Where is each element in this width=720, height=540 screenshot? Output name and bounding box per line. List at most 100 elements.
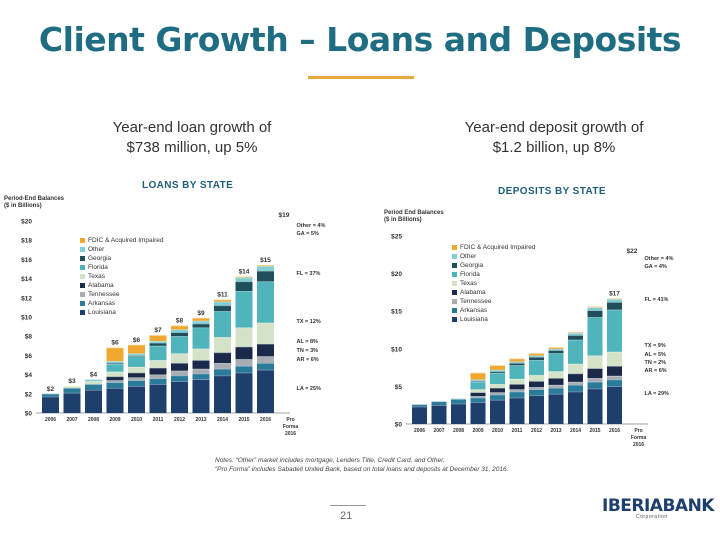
loans-bar-segment-louisiana [192,379,210,413]
loans-y-axis-caption: Period-End Balances ($ in Billions) [4,196,64,210]
deposits-bar-highlight [490,392,505,394]
deposits-bar-highlight [587,368,603,369]
loans-bar-segment-arkansas [214,368,231,376]
deposits-bar-highlight [509,378,525,380]
deposits-category-label: 2010 [492,428,503,434]
deposits-bar-highlight [607,298,622,300]
deposits-pro-forma-share-label: AL = 5% [645,352,667,358]
loans-bar-segment-fdic-acquired-impaired [149,335,167,341]
deposits-bar-segment-georgia [490,371,505,373]
loans-legend-swatch [80,292,85,297]
loans-bar-segment-fdic-acquired-impaired [192,317,210,321]
deposits-bar-highlight [607,366,622,367]
loans-bar-highlight [214,305,231,307]
loans-bar-highlight [42,396,59,398]
loans-category-label: 2014 [217,417,228,423]
deposits-bar-highlight [568,332,583,333]
loans-bar-segment-other [106,361,124,364]
deposits-bar-highlight [548,387,564,389]
deposits-bar-segment-georgia [509,363,525,366]
loans-pro-forma-share-label: TX = 12% [297,319,321,325]
deposits-bar-highlight [451,399,466,400]
loans-legend-swatch [80,247,85,252]
loans-bar-highlight [214,363,231,364]
loans-bar-segment-florida [214,311,231,338]
loans-bar-segment-louisiana [235,372,253,413]
loans-pro-forma-total: $19 [279,212,290,219]
loans-bar-highlight [106,361,124,362]
deposits-by-state-chart: $0 $5 $10 $15 $20 $25 2006 2007 2008 2009 2010 2011… [391,234,673,449]
deposits-bar-segment-louisiana [568,391,583,424]
loans-bar-segment-georgia [257,270,274,282]
loans-bar-segment-alabama [192,360,210,369]
loans-bar-highlight [257,343,274,345]
loans-legend-swatch [80,301,85,306]
loans-y-axis-caption-line-2: ($ in Billions) [4,203,42,209]
loans-bar-highlight [171,370,188,372]
deposits-legend-swatch [452,290,457,295]
deposits-legend-label: Alabama [460,289,486,296]
deposits-bar-segment-arkansas [529,389,544,396]
deposits-bar-highlight [490,369,505,371]
deposits-bar-highlight [529,387,544,388]
loans-bar-highlight [149,360,167,361]
deposits-bar-highlight [587,388,603,390]
page-number-rule [330,505,366,506]
loans-bar-highlight [214,299,231,301]
loans-pro-forma-share-label: AL = 8% [297,339,319,345]
loans-y-axis-caption-line-1: Period-End Balances [4,196,65,202]
loans-bar-segment-fdic-acquired-impaired [128,344,145,354]
loans-category-label: 2011 [153,417,164,423]
deposits-bar-highlight [490,372,505,374]
deposits-bar-highlight [490,365,505,366]
loans-total-label: $8 [176,318,184,325]
loans-bar-segment-florida [257,281,274,323]
loan-growth-line-1: Year-end loan growth of [112,119,272,136]
loans-bar-segment-arkansas [235,365,253,373]
loans-category-label: 2006 [45,417,56,423]
deposits-category-label: 2008 [453,428,464,434]
loans-bar-highlight [149,341,167,342]
loans-legend-item: Louisiana [80,308,164,317]
deposits-y-axis-caption-line-2: ($ in Billions) [384,217,422,223]
deposits-pro-forma-share-label: FL = 41% [645,297,669,303]
loans-bar-highlight [192,317,210,319]
deposits-bar-segment-georgia [587,310,603,318]
deposits-legend-label: FDIC & Acquired Impaired [460,244,536,251]
loans-bar-segment-arkansas [171,375,188,382]
deposits-bar-highlight [529,355,544,357]
deposits-bar-highlight [490,371,505,372]
loans-bar-highlight [257,356,274,357]
deposits-bar-segment-georgia [568,335,583,340]
loans-bar-segment-fdic-acquired-impaired [106,347,124,362]
deposits-bar-segment-arkansas [451,399,466,404]
deposits-legend: FDIC & Acquired Impaired Other Georgia Flor… [452,243,536,324]
deposits-bar-segment-other [587,307,603,311]
deposits-bar-highlight [529,375,544,376]
deposits-bar-segment-florida [529,360,544,376]
loans-bar-highlight [257,322,274,324]
loans-bar-segment-texas [171,353,188,364]
loans-legend-swatch [80,265,85,270]
loans-bar-segment-georgia [171,332,188,337]
loans-bar-highlight [106,376,124,378]
loans-total-label: $11 [217,292,228,299]
deposits-bar-segment-other [490,369,505,372]
loans-bar-segment-tennessee [192,368,210,374]
loans-bar-highlight [257,270,274,272]
deposits-bar-highlight [568,335,583,336]
deposits-bar-segment-other [529,355,544,358]
deposits-bar-highlight [587,307,603,309]
loans-bar-highlight [171,332,188,333]
loans-bar-segment-tennessee [149,374,167,379]
loans-bar-segment-georgia [235,281,253,292]
loans-legend-label: Arkansas [88,300,116,307]
deposits-legend-label: Louisiana [460,316,488,323]
loans-bar-highlight [128,344,145,346]
deposits-bar-segment-other [509,361,525,364]
loans-y-tick-label: $14 [21,276,32,283]
loans-legend-label: Tennessee [88,291,120,298]
loans-legend-swatch [80,283,85,288]
loans-bar-highlight [149,335,167,336]
deposits-bar-highlight [529,395,544,397]
